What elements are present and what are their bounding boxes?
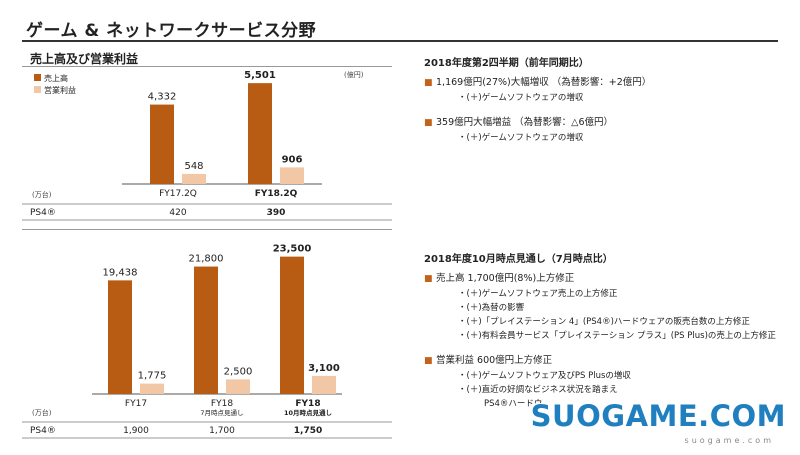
bar-sales xyxy=(108,280,132,394)
watermark-subtext: suogame.com xyxy=(684,436,774,445)
legend-income-label: 営業利益 xyxy=(44,85,76,95)
forecast-income-sub2: ・(＋)直近の好調なビジネス状況を踏まえ xyxy=(458,385,618,395)
forecast-comment-block: 2018年度10月時点見通し（7月時点比） ■ 売上高 1,700億円(8%)上… xyxy=(424,252,776,411)
ps4-units-value: 420 xyxy=(169,208,186,218)
category-label: FY18 xyxy=(295,399,320,409)
panel-divider xyxy=(22,229,392,230)
bullet-marker-icon: ■ xyxy=(424,118,433,128)
bar-sales xyxy=(150,104,174,184)
quarter-sales-sub1: ・(＋)ゲームソフトウェアの増収 xyxy=(458,93,584,103)
bar-sales-value: 5,501 xyxy=(244,70,276,81)
bar-sales xyxy=(280,256,304,394)
forecast-sales-sub1: ・(＋)ゲームソフトウェア売上の上方修正 xyxy=(458,289,618,299)
bullet-marker-icon: ■ xyxy=(424,78,433,88)
ps4-row-label: PS4® xyxy=(30,426,56,436)
bar-income xyxy=(280,167,304,184)
page-title: ゲーム & ネットワークサービス分野 xyxy=(26,21,317,41)
legend-income-swatch xyxy=(34,86,41,93)
bar-income-value: 2,500 xyxy=(224,366,253,377)
units-row-unit: (万台) xyxy=(32,408,52,417)
forecast-income-bullet: ■ 営業利益 600億円上方修正 xyxy=(424,353,776,369)
bullet-marker-icon: ■ xyxy=(424,356,433,366)
chart-unit-label: (億円) xyxy=(344,70,364,79)
bullet-marker-icon: ■ xyxy=(424,274,433,284)
watermark-logo: SUOGAME.COM xyxy=(530,399,786,433)
legend-sales-swatch xyxy=(34,74,41,81)
category-label: FY17.2Q xyxy=(159,189,197,199)
bar-income-value: 548 xyxy=(184,161,203,172)
forecast-income-sub3: PS4®ハードウ xyxy=(484,399,543,409)
bar-income xyxy=(312,375,336,394)
ps4-units-value: 1,900 xyxy=(123,426,149,436)
forecast-sales-bullet: ■ 売上高 1,700億円(8%)上方修正 xyxy=(424,271,776,287)
forecast-sales-sub4: ・(＋)有料会員サービス「プレイステーション プラス」(PS Plus)の売上の… xyxy=(458,331,776,341)
forecast-sales-sub2: ・(＋)為替の影響 xyxy=(458,303,525,313)
quarter-income-text: 359億円大幅増益 （為替影響：△6億円） xyxy=(436,117,614,128)
legend-sales-label: 売上高 xyxy=(44,73,68,83)
bar-sales-value: 4,332 xyxy=(148,92,177,103)
quarter-comment-block: 2018年度第2四半期（前年同期比） ■ 1,169億円(27%)大幅増収 （為… xyxy=(424,56,651,145)
bar-income-value: 1,775 xyxy=(138,371,167,382)
ps4-units-value: 390 xyxy=(267,208,286,218)
quarter-comment-heading: 2018年度第2四半期（前年同期比） xyxy=(424,58,589,69)
ps4-units-value: 1,750 xyxy=(294,426,322,436)
category-label: FY18 xyxy=(211,399,233,409)
forecast-comment-heading: 2018年度10月時点見通し（7月時点比） xyxy=(424,254,613,265)
forecast-sales-text: 売上高 1,700億円(8%)上方修正 xyxy=(436,273,575,284)
forecast-income-text: 営業利益 600億円上方修正 xyxy=(436,355,553,366)
quarter-income-bullet: ■ 359億円大幅増益 （為替影響：△6億円） xyxy=(424,115,651,131)
bar-sales xyxy=(248,83,272,184)
forecast-sales-sub3: ・(＋)「プレイステーション 4」(PS4®)ハードウェアの販売台数の上方修正 xyxy=(458,317,750,327)
category-label: FY17 xyxy=(125,399,147,409)
bar-income xyxy=(182,173,206,184)
bar-sales-value: 19,438 xyxy=(103,267,138,278)
category-sub-label: 10月時点見通し xyxy=(284,408,332,417)
quarter-income-sub1: ・(＋)ゲームソフトウェアの増収 xyxy=(458,133,584,143)
quarter-sales-bullet: ■ 1,169億円(27%)大幅増収 （為替影響：+2億円） xyxy=(424,75,651,91)
bar-income-value: 906 xyxy=(282,154,303,165)
quarter-sales-text: 1,169億円(27%)大幅増収 （為替影響：+2億円） xyxy=(436,77,652,88)
category-label: FY18.2Q xyxy=(255,189,298,199)
category-sub-label: 7月時点見通し xyxy=(200,408,243,417)
units-row-unit: (万台) xyxy=(32,190,52,199)
bar-income xyxy=(226,379,250,394)
bar-sales-value: 21,800 xyxy=(189,254,224,265)
section-title: 売上高及び営業利益 xyxy=(30,52,139,66)
bar-sales xyxy=(194,266,218,394)
ps4-units-value: 1,700 xyxy=(209,426,235,436)
bar-income-value: 3,100 xyxy=(308,363,340,374)
forecast-income-sub1: ・(＋)ゲームソフトウェア及びPS Plusの増収 xyxy=(458,371,631,381)
bar-sales-value: 23,500 xyxy=(273,244,312,255)
bar-income xyxy=(140,383,164,394)
quarterly-chart: 売上高営業利益 (億円) 4,332 548 FY17.2Q 420 5,501 906 FY1… xyxy=(22,66,392,229)
ps4-row-label: PS4® xyxy=(30,208,56,218)
section-divider xyxy=(22,66,392,67)
title-divider xyxy=(22,40,778,42)
annual-chart: 19,438 1,775 FY17 1,900 21,800 2,500 FY18 7月時点見… xyxy=(22,232,392,442)
